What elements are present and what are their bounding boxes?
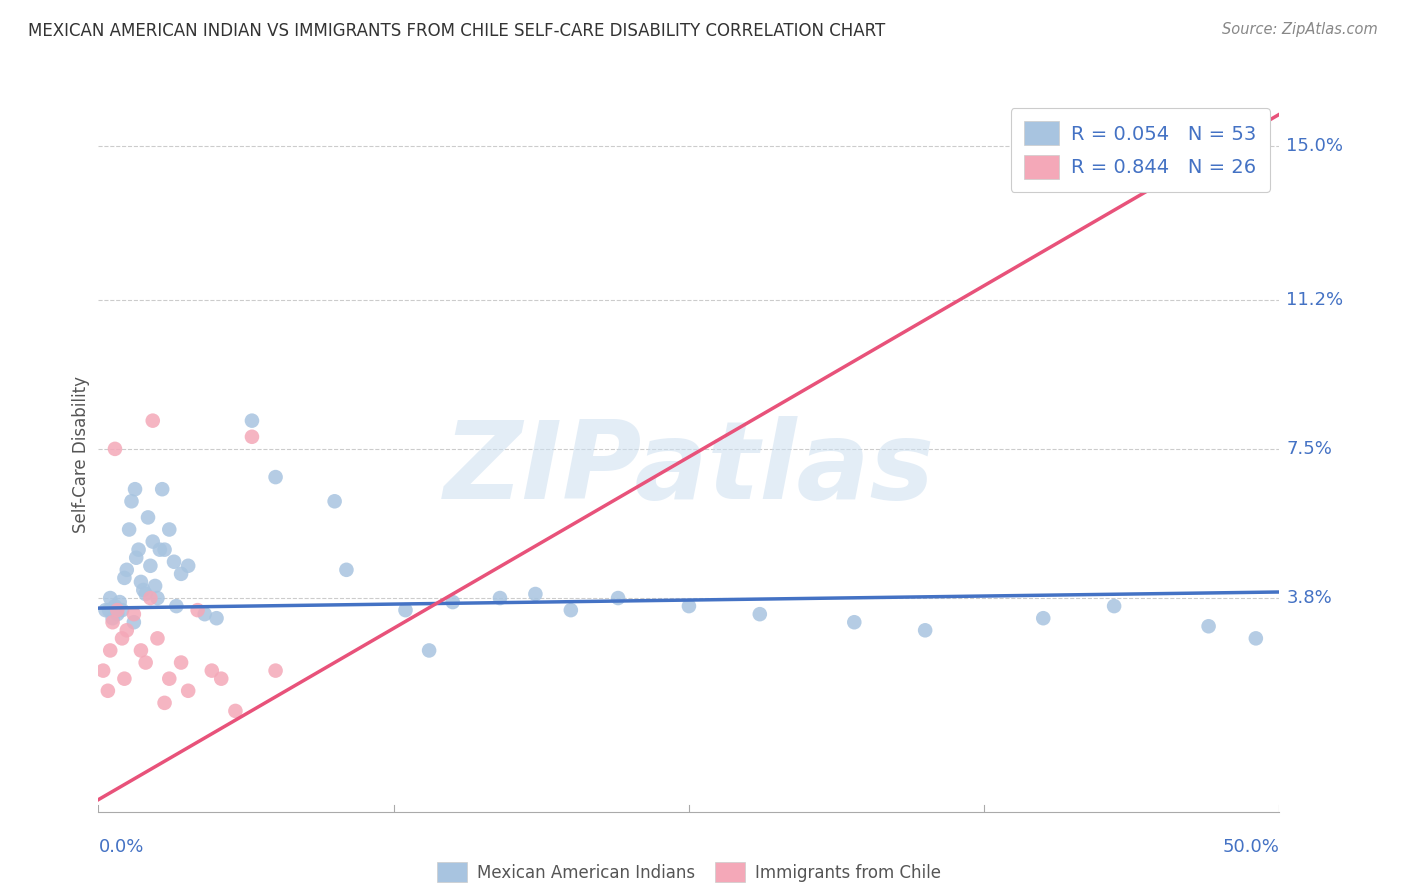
Point: [441, 595, 464, 609]
Point: [104, 442, 127, 456]
Point: [177, 558, 200, 573]
Point: [142, 534, 165, 549]
Point: [914, 624, 936, 638]
Point: [118, 523, 141, 537]
Point: [125, 550, 148, 565]
Point: [524, 587, 547, 601]
Point: [98, 591, 121, 605]
Point: [108, 595, 131, 609]
Point: [323, 494, 346, 508]
Point: [187, 603, 209, 617]
Text: 15.0%: 15.0%: [1286, 137, 1344, 155]
Point: [135, 587, 157, 601]
Point: [146, 632, 169, 646]
Point: [264, 470, 287, 484]
Point: [94, 603, 117, 617]
Point: [170, 566, 193, 581]
Point: [98, 603, 121, 617]
Point: [153, 696, 176, 710]
Point: [264, 664, 287, 678]
Point: [394, 603, 416, 617]
Point: [844, 615, 866, 630]
Point: [205, 611, 228, 625]
Text: 50.0%: 50.0%: [1223, 838, 1279, 856]
Point: [1244, 632, 1267, 646]
Point: [105, 603, 128, 617]
Point: [136, 510, 159, 524]
Point: [153, 542, 176, 557]
Text: Source: ZipAtlas.com: Source: ZipAtlas.com: [1222, 22, 1378, 37]
Point: [135, 656, 157, 670]
Point: [115, 563, 138, 577]
Point: [150, 482, 173, 496]
Point: [105, 607, 128, 622]
Point: [129, 574, 152, 589]
Point: [143, 579, 166, 593]
Point: [111, 603, 134, 617]
Point: [1198, 619, 1220, 633]
Point: [607, 591, 630, 605]
Point: [112, 571, 135, 585]
Point: [170, 656, 193, 670]
Point: [165, 599, 187, 613]
Point: [104, 599, 127, 613]
Point: [1102, 599, 1125, 613]
Point: [224, 704, 246, 718]
Point: [129, 643, 152, 657]
Point: [335, 563, 357, 577]
Y-axis label: Self-Care Disability: Self-Care Disability: [72, 376, 90, 533]
Point: [149, 542, 172, 557]
Point: [139, 558, 162, 573]
Point: [128, 542, 150, 557]
Point: [142, 414, 165, 428]
Point: [177, 683, 200, 698]
Point: [111, 632, 134, 646]
Point: [209, 672, 232, 686]
Point: [122, 615, 145, 630]
Point: [240, 414, 263, 428]
Point: [115, 624, 138, 638]
Point: [157, 523, 180, 537]
Point: [678, 599, 700, 613]
Point: [1032, 611, 1054, 625]
Point: [139, 591, 162, 605]
Point: [132, 582, 155, 597]
Text: ZIPatlas: ZIPatlas: [443, 417, 935, 522]
Point: [240, 430, 263, 444]
Point: [748, 607, 770, 622]
Point: [101, 611, 124, 625]
Point: [97, 683, 120, 698]
Point: [121, 494, 143, 508]
Point: [112, 672, 135, 686]
Point: [201, 664, 224, 678]
Point: [124, 482, 146, 496]
Point: [418, 643, 440, 657]
Point: [101, 615, 124, 630]
Text: MEXICAN AMERICAN INDIAN VS IMMIGRANTS FROM CHILE SELF-CARE DISABILITY CORRELATIO: MEXICAN AMERICAN INDIAN VS IMMIGRANTS FR…: [28, 22, 886, 40]
Text: 0.0%: 0.0%: [98, 838, 143, 856]
Text: 7.5%: 7.5%: [1286, 440, 1333, 458]
Point: [194, 607, 217, 622]
Point: [1080, 160, 1102, 174]
Point: [98, 643, 121, 657]
Point: [146, 591, 169, 605]
Legend: Mexican American Indians, Immigrants from Chile: Mexican American Indians, Immigrants fro…: [430, 855, 948, 889]
Point: [157, 672, 180, 686]
Point: [489, 591, 512, 605]
Point: [163, 555, 186, 569]
Point: [91, 664, 114, 678]
Text: 11.2%: 11.2%: [1286, 291, 1344, 309]
Point: [560, 603, 582, 617]
Point: [122, 607, 145, 622]
Text: 3.8%: 3.8%: [1286, 589, 1333, 607]
